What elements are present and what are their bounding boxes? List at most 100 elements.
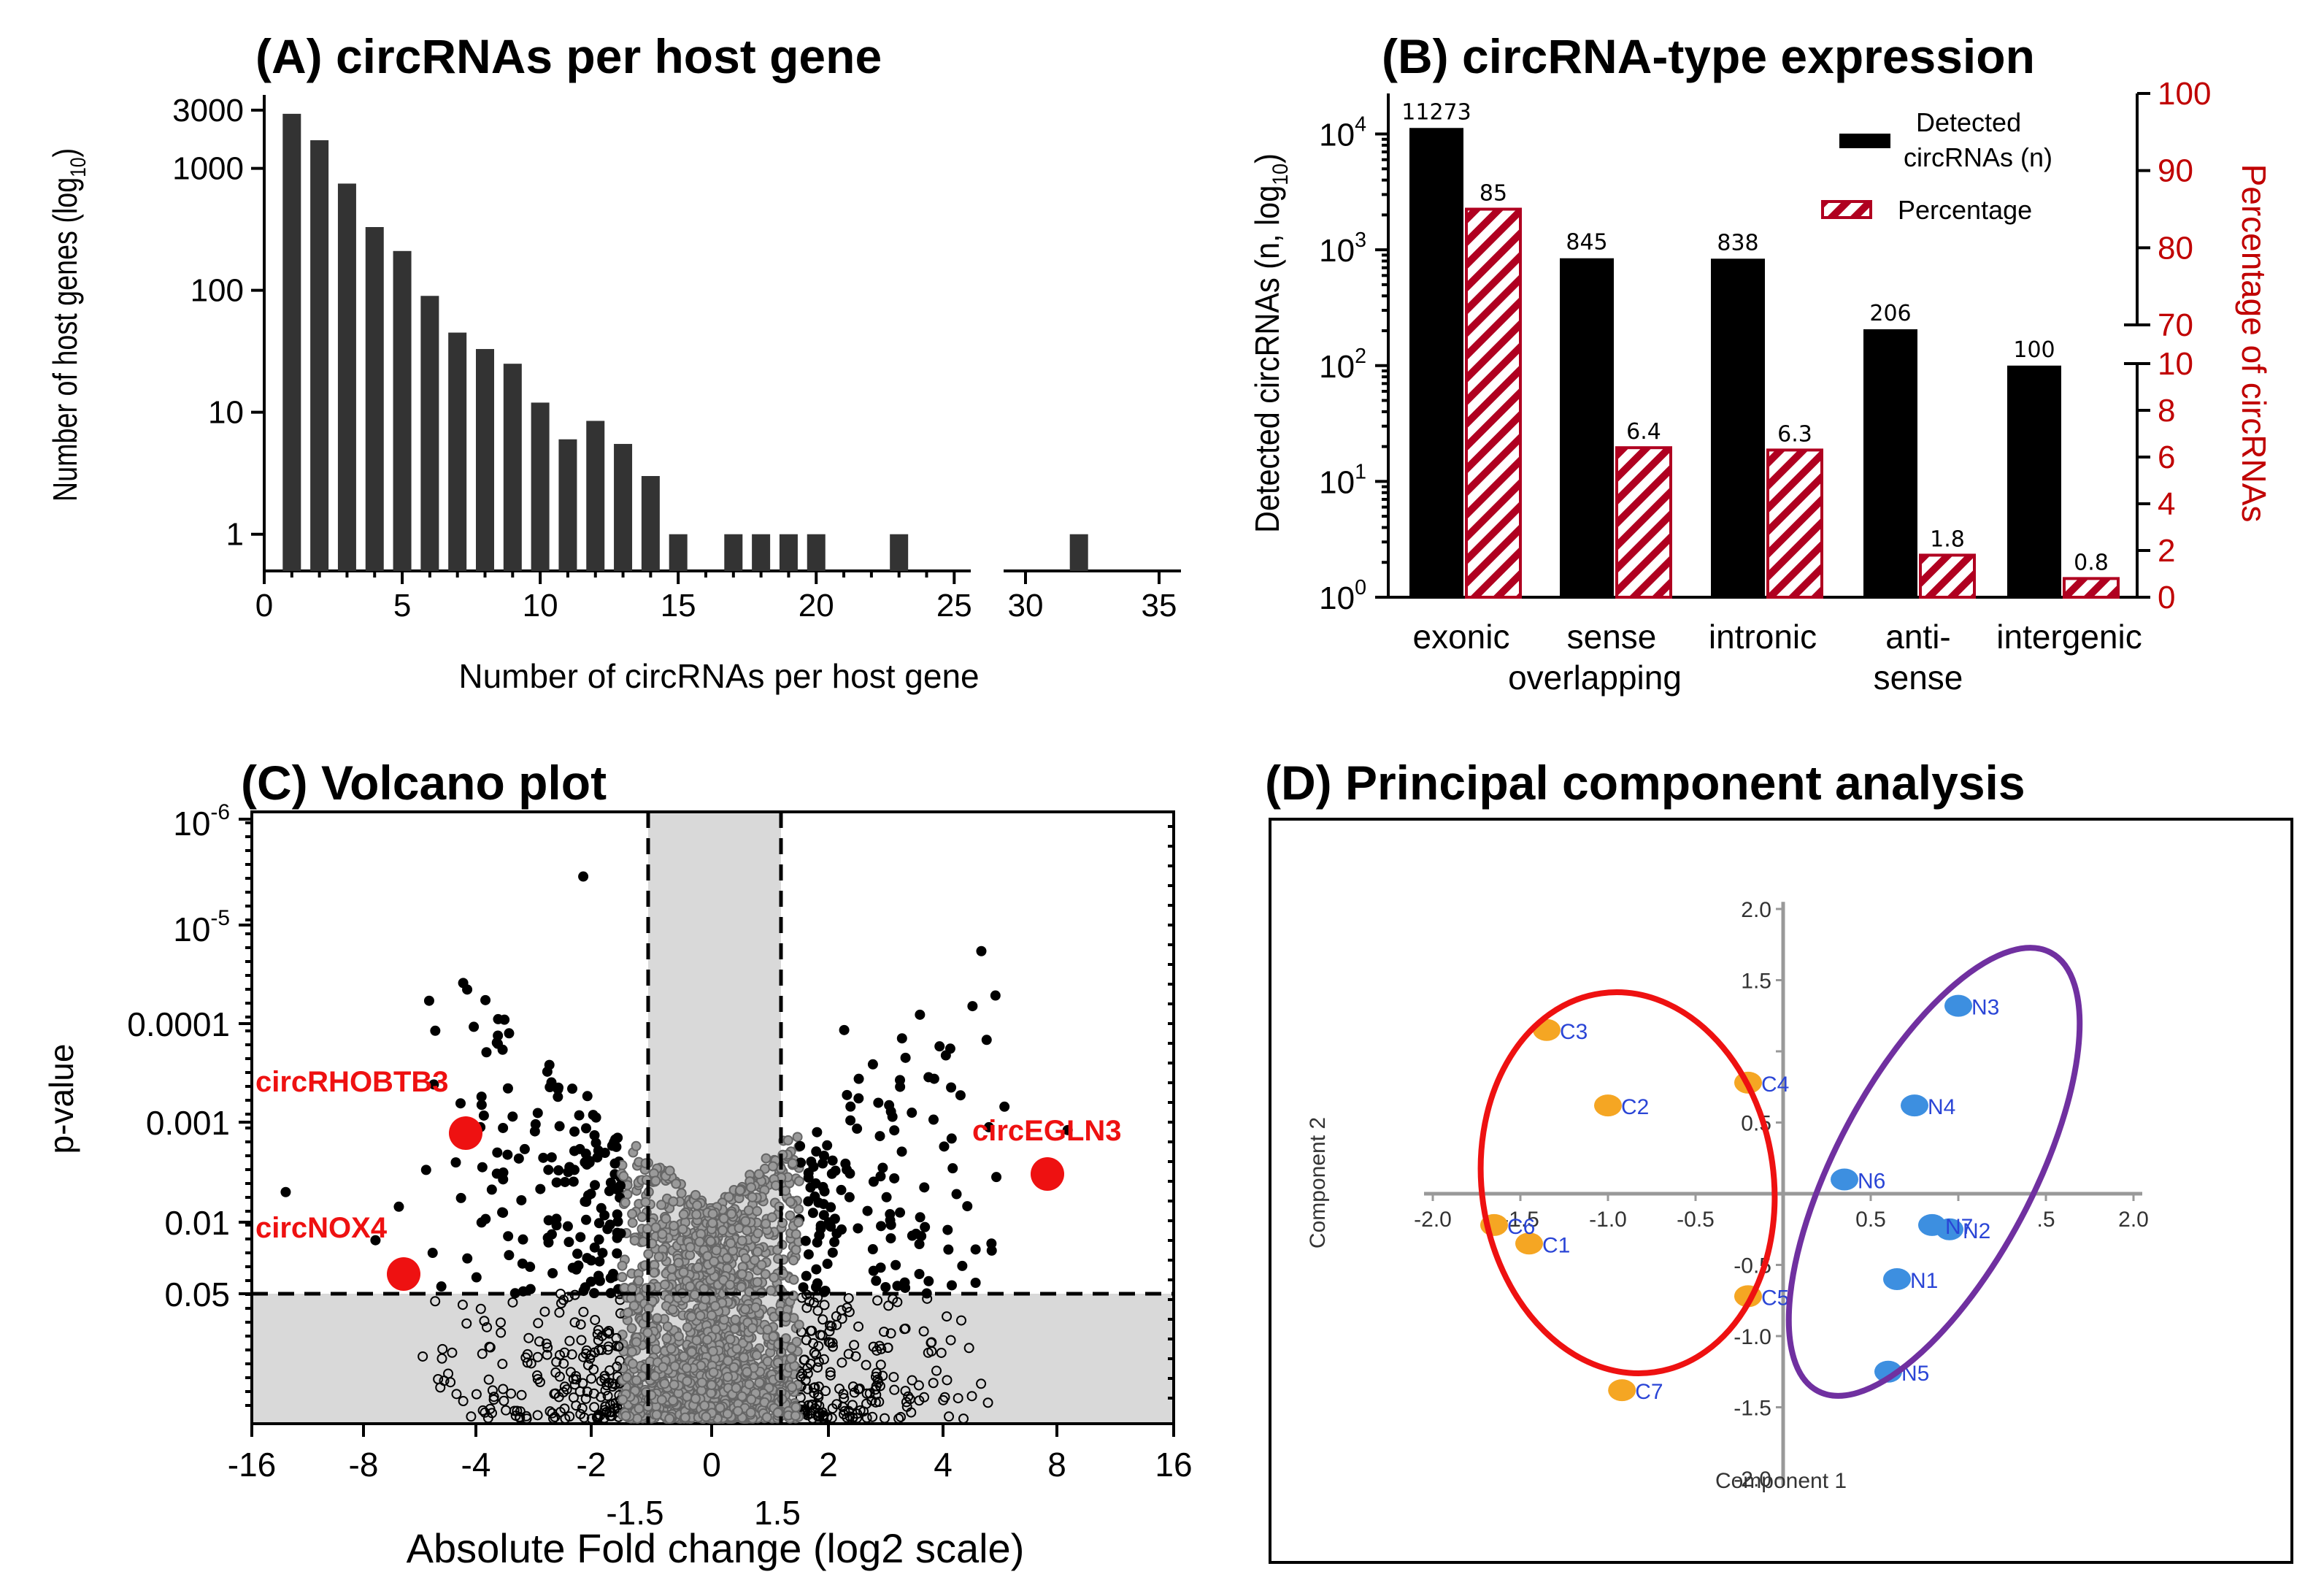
- nonsig-point: [677, 1224, 688, 1235]
- nonsig-point: [650, 1370, 661, 1381]
- sig-point: [569, 1126, 580, 1137]
- nonsig-point: [599, 1370, 610, 1381]
- nonsig-point: [728, 1362, 739, 1373]
- panel-a: (A) circRNAs per host gene11010010003000…: [46, 29, 1181, 695]
- nonsig-point: [919, 1392, 930, 1403]
- legend-percent-swatch: [1821, 200, 1872, 219]
- sig-point: [947, 1163, 958, 1174]
- nonsig-point: [649, 1267, 660, 1278]
- sig-point: [612, 1209, 623, 1220]
- nonsig-point: [861, 1359, 872, 1370]
- sig-point: [920, 1221, 931, 1232]
- sig-point: [877, 1162, 888, 1173]
- sig-point: [499, 1014, 510, 1025]
- nonsig-point: [613, 1341, 624, 1352]
- nonsig-point: [483, 1374, 494, 1385]
- sig-point: [423, 995, 434, 1006]
- nonsig-point: [756, 1259, 767, 1270]
- y-tick-label: 100: [1319, 576, 1366, 616]
- sample-point: [1918, 1213, 1946, 1236]
- category-label: sense: [1874, 659, 1963, 697]
- nonsig-point: [580, 1348, 591, 1359]
- sig-point: [436, 1281, 447, 1292]
- nonsig-point: [740, 1216, 751, 1227]
- sig-point: [867, 1244, 878, 1255]
- sig-point: [896, 1033, 907, 1044]
- nonsig-point: [662, 1321, 673, 1332]
- nonsig-point: [752, 1246, 763, 1257]
- nonsig-point: [824, 1326, 835, 1337]
- nonsig-point: [820, 1386, 831, 1397]
- nonsig-point: [498, 1384, 509, 1394]
- nonsig-point: [577, 1378, 588, 1389]
- y-axis-label: Number of host genes (log10): [46, 148, 90, 502]
- x-tick-label: -1.5: [1501, 1208, 1539, 1232]
- sig-point: [812, 1278, 823, 1289]
- nonsig-point: [707, 1346, 718, 1357]
- nonsig-point: [571, 1400, 582, 1411]
- nonsig-point: [736, 1235, 747, 1246]
- panel-frame: [1269, 818, 2293, 1564]
- nonsig-point: [793, 1319, 804, 1330]
- highlight-label: circRHOBTB3: [255, 1066, 449, 1098]
- sig-point: [519, 1143, 530, 1154]
- sig-point: [915, 1212, 926, 1223]
- nonsig-point: [768, 1331, 779, 1342]
- percent-data-label: 6.4: [1626, 419, 1661, 445]
- nonsig-point: [739, 1352, 750, 1363]
- nonsig-point: [753, 1169, 764, 1180]
- panel-b: (B) circRNA-type expression1001011021031…: [1249, 29, 2273, 697]
- bar: [448, 332, 467, 571]
- sig-point: [428, 1079, 439, 1090]
- sig-point: [480, 994, 491, 1005]
- nonsig-point: [682, 1391, 693, 1402]
- sig-point: [609, 1137, 620, 1148]
- nonsig-point: [812, 1362, 823, 1373]
- sig-point: [946, 1280, 957, 1291]
- nonsig-point: [497, 1359, 508, 1370]
- nonsig-point: [953, 1393, 963, 1404]
- nonsig-point: [618, 1171, 629, 1182]
- count-bar: [1560, 258, 1614, 597]
- points-group: [280, 871, 1073, 1424]
- nonsig-point: [628, 1300, 639, 1311]
- nonsig-point: [652, 1313, 663, 1324]
- nonsig-point: [725, 1279, 736, 1290]
- nonsig-point: [785, 1353, 796, 1364]
- nonsig-point: [458, 1396, 469, 1407]
- x-tick-label: 8: [1047, 1446, 1066, 1484]
- x-tick-label: -2.0: [1414, 1208, 1452, 1232]
- nonsig-point: [899, 1324, 910, 1335]
- sig-point: [554, 1121, 565, 1132]
- nonsig-point: [666, 1343, 677, 1354]
- sig-point: [563, 1237, 574, 1248]
- nonsig-point: [618, 1346, 629, 1357]
- nonsig-point: [569, 1317, 580, 1328]
- highlight-point: [449, 1116, 482, 1150]
- nonsig-point: [690, 1189, 701, 1200]
- nonsig-point: [818, 1354, 829, 1365]
- nonsig-point: [640, 1197, 651, 1208]
- nonsig-point: [819, 1300, 830, 1311]
- nonsig-point: [696, 1377, 707, 1388]
- nonsig-point: [780, 1333, 791, 1344]
- nonsig-point: [653, 1251, 664, 1262]
- sig-point: [597, 1248, 608, 1259]
- nonsig-point: [627, 1358, 638, 1369]
- sig-point: [582, 1190, 593, 1201]
- sig-point: [951, 1189, 962, 1200]
- nonsig-point: [578, 1306, 589, 1317]
- sig-point: [836, 1184, 847, 1195]
- nonsig-point: [451, 1389, 462, 1400]
- sig-point: [532, 1108, 543, 1119]
- legend-count-label: Detected: [1916, 107, 2021, 137]
- bar: [503, 364, 522, 571]
- sig-point: [543, 1165, 554, 1175]
- nonsig-point: [485, 1342, 496, 1353]
- nonsig-point: [560, 1413, 571, 1424]
- nonsig-point: [861, 1398, 872, 1409]
- nonsig-point: [602, 1327, 613, 1338]
- nonsig-point: [533, 1318, 544, 1329]
- nonsig-point: [430, 1296, 441, 1307]
- nonsig-point: [785, 1210, 796, 1221]
